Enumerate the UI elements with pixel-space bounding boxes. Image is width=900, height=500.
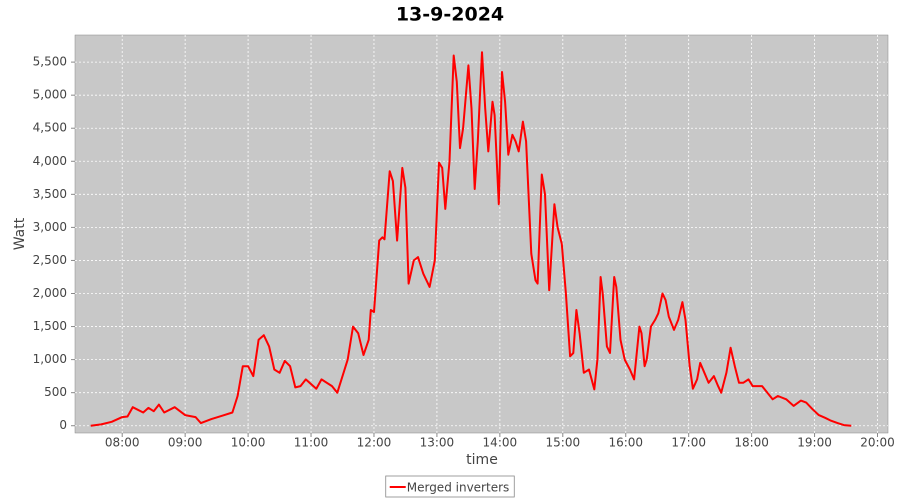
x-tick-label: 13:00 <box>420 436 455 450</box>
x-tick-label: 18:00 <box>734 436 769 450</box>
y-tick-label: 2,500 <box>33 253 67 267</box>
y-tick-label: 5,500 <box>33 55 67 69</box>
y-tick-label: 0 <box>59 418 67 432</box>
x-axis-label: time <box>466 452 498 468</box>
y-tick-label: 4,000 <box>33 154 67 168</box>
x-tick-label: 08:00 <box>105 436 140 450</box>
legend-box <box>385 475 515 498</box>
plot-area <box>74 34 889 434</box>
y-tick-label: 4,500 <box>33 121 67 135</box>
y-tick-label: 3,000 <box>33 220 67 234</box>
legend-label: Merged inverters <box>407 481 510 495</box>
y-axis-label: Watt <box>12 217 28 250</box>
y-tick-label: 2,000 <box>33 286 67 300</box>
x-tick-label: 20:00 <box>860 436 895 450</box>
y-tick-label: 5,000 <box>33 88 67 102</box>
x-tick-label: 10:00 <box>231 436 266 450</box>
x-tick-label: 15:00 <box>546 436 581 450</box>
x-tick-label: 09:00 <box>168 436 203 450</box>
x-tick-label: 14:00 <box>483 436 518 450</box>
x-tick-label: 11:00 <box>294 436 329 450</box>
y-tick-label: 3,500 <box>33 187 67 201</box>
chart-title: 13-9-2024 <box>396 4 504 26</box>
y-tick-label: 1,000 <box>33 352 67 366</box>
data-line <box>90 51 852 427</box>
x-tick-label: 12:00 <box>357 436 392 450</box>
x-tick-label: 17:00 <box>671 436 706 450</box>
y-tick-label: 500 <box>44 385 67 399</box>
legend: Merged inverters <box>385 475 515 498</box>
x-tick-label: 16:00 <box>608 436 643 450</box>
y-tick-label: 1,500 <box>33 319 67 333</box>
x-tick-label: 19:00 <box>797 436 832 450</box>
